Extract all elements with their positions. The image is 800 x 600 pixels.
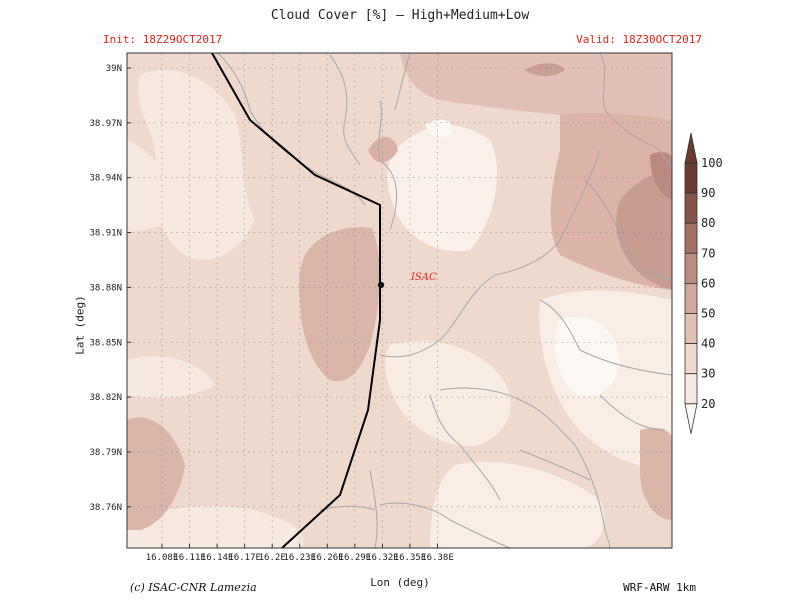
- lon-tick-label: 16.23E: [283, 553, 316, 563]
- credit-text: (c) ISAC-CNR Lamezia: [130, 581, 257, 594]
- init-time: Init: 18Z29OCT2017: [103, 33, 223, 46]
- lat-tick-label: 38.79N: [89, 448, 122, 458]
- chart-title: Cloud Cover [%] — High+Medium+Low: [270, 8, 530, 23]
- lat-lon-grid: [127, 53, 672, 548]
- colorbar-box: [684, 162, 698, 194]
- colorbar-label: 90: [701, 186, 715, 200]
- lat-tick-label: 38.91N: [89, 229, 122, 239]
- lon-tick-label: 16.29E: [339, 553, 372, 563]
- colorbar-label: 70: [701, 246, 715, 260]
- colorbar-box: [684, 252, 698, 284]
- field-mid-sw: [127, 417, 185, 530]
- map-frame: [126, 52, 673, 549]
- colorbar-box: [684, 373, 698, 405]
- field-light-nw: [137, 69, 255, 260]
- lon-tick-label: 16.2E: [259, 553, 286, 563]
- lat-tick-label: 38.88N: [89, 283, 122, 293]
- colorbar-box: [684, 313, 698, 345]
- lon-ticks: 16.08E16.11E16.14E16.17E16.2E16.23E16.26…: [146, 544, 454, 563]
- colorbar-box: [684, 192, 698, 224]
- lat-tick-label: 39N: [106, 64, 122, 74]
- field-high-north: [525, 63, 565, 76]
- lon-tick-label: 16.35E: [394, 553, 427, 563]
- field-mid-se: [640, 428, 672, 520]
- lat-tick-label: 38.76N: [89, 503, 122, 513]
- x-axis-label: Lon (deg): [370, 576, 430, 589]
- colorbar-box: [684, 343, 698, 375]
- field-mid-spot: [368, 136, 398, 163]
- field-light-spot: [425, 119, 453, 137]
- lon-tick-label: 16.26E: [311, 553, 344, 563]
- lon-tick-label: 16.17E: [228, 553, 261, 563]
- colorbar-min-arrow: [684, 403, 698, 434]
- colorbar-label: 50: [701, 307, 715, 321]
- lat-tick-label: 38.97N: [89, 119, 122, 129]
- field-mid-center: [299, 227, 380, 382]
- colorbar-label: 100: [701, 156, 723, 170]
- station-marker: [377, 281, 385, 289]
- field-light-center: [387, 125, 498, 252]
- lat-tick-label: 38.94N: [89, 174, 122, 184]
- colorbar-box: [684, 282, 698, 314]
- colorbar: 20 30 40 50 60 70 80 90 100: [684, 132, 723, 434]
- colorbar-label: 40: [701, 337, 715, 351]
- colorbar-label: 30: [701, 367, 715, 381]
- lon-tick-label: 16.32E: [366, 553, 399, 563]
- lat-tick-label: 38.85N: [89, 338, 122, 348]
- model-label: WRF-ARW 1km: [623, 581, 696, 594]
- colorbar-max-arrow: [684, 132, 698, 164]
- field-light-south-edge: [127, 505, 304, 548]
- lon-tick-label: 16.11E: [173, 553, 206, 563]
- field-light-south: [385, 341, 511, 446]
- lat-ticks: 39N 38.97N 38.94N 38.91N 38.88N 38.85N 38.82N 3…: [89, 64, 131, 513]
- colorbar-label: 60: [701, 276, 715, 290]
- colorbar-label: 80: [701, 216, 715, 230]
- region-boundary-line: [211, 53, 381, 548]
- cloud-cover-field: ISAC: [127, 53, 672, 548]
- field-light-east-core: [554, 316, 620, 397]
- field-high-east-core: [650, 152, 672, 200]
- lat-tick-label: 38.82N: [89, 393, 122, 403]
- lon-tick-label: 16.08E: [146, 553, 179, 563]
- lon-tick-label: 16.14E: [201, 553, 234, 563]
- colorbar-box: [684, 222, 698, 254]
- boundary-lines: [217, 53, 672, 548]
- field-light-se: [430, 461, 604, 548]
- station-label: ISAC: [410, 272, 437, 283]
- field-light-sw: [127, 356, 215, 398]
- valid-time: Valid: 18Z30OCT2017: [576, 33, 702, 46]
- lon-tick-label: 16.38E: [421, 553, 454, 563]
- colorbar-label: 20: [701, 397, 715, 411]
- y-axis-label: Lat (deg): [73, 295, 87, 355]
